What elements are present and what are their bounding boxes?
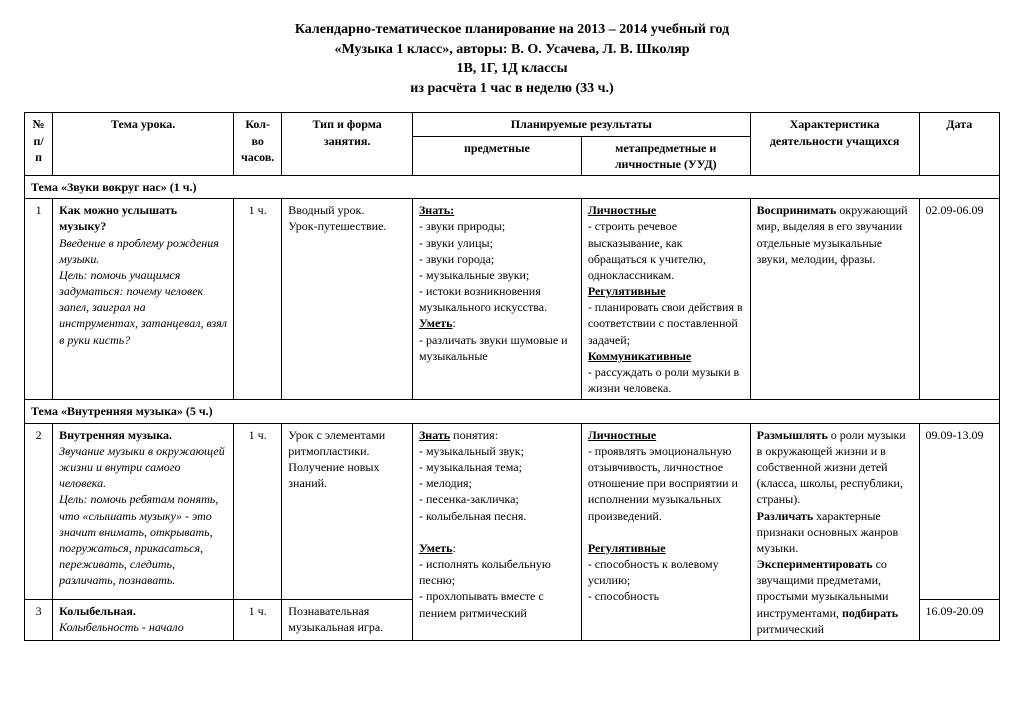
title-line-2: «Музыка 1 класс», авторы: В. О. Усачева,…	[24, 40, 1000, 60]
know-label: Знать:	[419, 203, 454, 217]
cell-subj: Знать понятия: - музыкальный звук; - муз…	[412, 423, 581, 640]
cell-subj: Знать: - звуки природы;- звуки улицы;- з…	[412, 199, 581, 400]
activity-bold: Воспринимать	[757, 203, 837, 217]
th-meta: метапредметные и личностные (УУД)	[581, 136, 750, 175]
section-1-title: Тема «Звуки вокруг нас» (1 ч.)	[25, 175, 1000, 198]
title-line-3: 1В, 1Г, 1Д классы	[24, 59, 1000, 79]
topic-italic: Звучание музыки в окружающей жизни и вну…	[59, 444, 225, 588]
meta-l-label: Личностные	[588, 428, 656, 442]
cell-topic: Колыбельная. Колыбельность - начало	[53, 599, 234, 640]
cell-type: Познавательная музыкальная игра.	[282, 599, 413, 640]
cell-activity: Размышлять о роли музыки в окружающей жи…	[750, 423, 919, 640]
topic-bold: Внутренняя музыка.	[59, 428, 172, 442]
meta-l-label: Личностные	[588, 203, 656, 217]
topic-bold: Колыбельная.	[59, 604, 136, 618]
title-line-1: Календарно-тематическое планирование на …	[24, 20, 1000, 40]
cell-type: Вводный урок.Урок-путешествие.	[282, 199, 413, 400]
th-activity: Характеристика деятельности учащихся	[750, 113, 919, 176]
table-row: 1 Как можно услышать музыку? Введение в …	[25, 199, 1000, 400]
th-results: Планируемые результаты	[412, 113, 750, 136]
can-label: Уметь	[419, 541, 453, 555]
activity-2b: Различать	[757, 509, 814, 523]
table-row: 2 Внутренняя музыка. Звучание музыки в о…	[25, 423, 1000, 599]
meta-r-label: Регулятивные	[588, 541, 666, 555]
cell-hours: 1 ч.	[234, 599, 282, 640]
meta-l-text: - проявлять эмоциональную отзывчивость, …	[588, 444, 738, 523]
cell-date: 16.09-20.09	[919, 599, 999, 640]
activity-1b: Размышлять	[757, 428, 828, 442]
section-row-2: Тема «Внутренняя музыка» (5 ч.)	[25, 400, 1000, 423]
planning-table: № п/п Тема урока. Кол-во часов. Тип и фо…	[24, 112, 1000, 641]
cell-hours: 1 ч.	[234, 423, 282, 599]
th-hours: Кол-во часов.	[234, 113, 282, 176]
document-title: Календарно-тематическое планирование на …	[24, 20, 1000, 98]
meta-l-text: - строить речевое высказывание, как обра…	[588, 219, 706, 282]
meta-k-text: - рассуждать о роли музыки в жизни челов…	[588, 365, 739, 395]
cell-num: 3	[25, 599, 53, 640]
activity-3b: Экспериментировать	[757, 557, 873, 571]
cell-date: 02.09-06.09	[919, 199, 999, 400]
cell-type: Урок с элементами ритмопластики. Получен…	[282, 423, 413, 599]
cell-topic: Как можно услышать музыку? Введение в пр…	[53, 199, 234, 400]
meta-r-text: - планировать свои действия в соответств…	[588, 300, 743, 346]
th-type: Тип и форма занятия.	[282, 113, 413, 176]
can-label: Уметь	[419, 316, 453, 330]
cell-hours: 1 ч.	[234, 199, 282, 400]
know-text: - звуки природы;- звуки улицы;- звуки го…	[419, 219, 547, 314]
th-num: № п/п	[25, 113, 53, 176]
cell-meta: Личностные - проявлять эмоциональную отз…	[581, 423, 750, 640]
know-label: Знать	[419, 428, 450, 442]
activity-4b: подбирать	[842, 606, 898, 620]
cell-topic: Внутренняя музыка. Звучание музыки в окр…	[53, 423, 234, 599]
section-row-1: Тема «Звуки вокруг нас» (1 ч.)	[25, 175, 1000, 198]
activity-4: ритмический	[757, 622, 824, 636]
topic-italic: Введение в проблему рождения музыки.Цель…	[59, 236, 227, 347]
cell-num: 2	[25, 423, 53, 599]
topic-bold: Как можно услышать музыку?	[59, 203, 177, 233]
th-topic: Тема урока.	[53, 113, 234, 176]
header-row-1: № п/п Тема урока. Кол-во часов. Тип и фо…	[25, 113, 1000, 136]
section-2-title: Тема «Внутренняя музыка» (5 ч.)	[25, 400, 1000, 423]
topic-italic: Колыбельность - начало	[59, 620, 184, 634]
meta-r-label: Регулятивные	[588, 284, 666, 298]
meta-r-text: - способность к волевому усилию;- способ…	[588, 557, 719, 603]
title-line-4: из расчёта 1 час в неделю (33 ч.)	[24, 79, 1000, 99]
cell-date: 09.09-13.09	[919, 423, 999, 599]
cell-activity: Воспринимать окружающий мир, выделяя в е…	[750, 199, 919, 400]
cell-meta: Личностные - строить речевое высказывани…	[581, 199, 750, 400]
cell-num: 1	[25, 199, 53, 400]
th-subj: предметные	[412, 136, 581, 175]
meta-k-label: Коммуникативные	[588, 349, 691, 363]
th-date: Дата	[919, 113, 999, 176]
